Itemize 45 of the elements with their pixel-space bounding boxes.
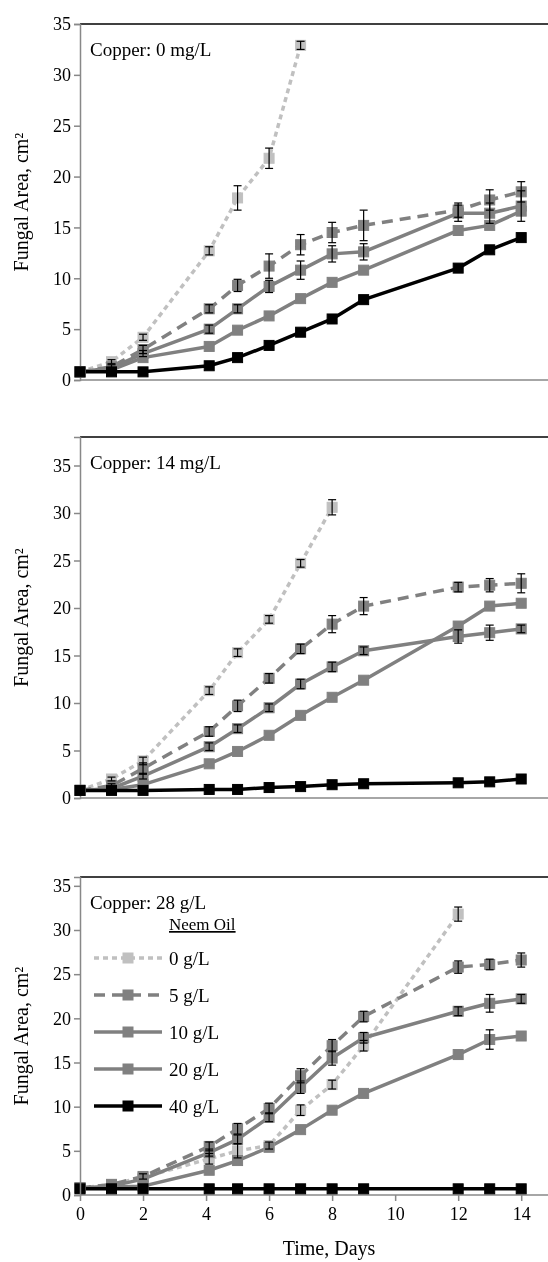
legend-label: 40 g/L — [169, 1096, 220, 1117]
x-tick-label: 10 — [386, 1204, 405, 1225]
y-tick-label: 15 — [53, 1052, 71, 1073]
legend-label: 0 g/L — [169, 948, 210, 969]
y-tick-label: 20 — [53, 166, 71, 187]
y-tick-label: 25 — [53, 964, 71, 985]
y-tick-label: 0 — [62, 788, 71, 809]
x-tick-label: 4 — [202, 1204, 212, 1225]
legend-label: 10 g/L — [169, 1022, 220, 1043]
y-tick-label: 15 — [53, 217, 71, 238]
y-tick-label: 35 — [53, 876, 71, 897]
x-tick-label: 12 — [449, 1204, 468, 1225]
x-axis-title: Time, Days — [282, 1237, 376, 1260]
x-tick-label: 6 — [265, 1204, 275, 1225]
x-tick-label: 0 — [76, 1204, 85, 1225]
y-tick-label: 10 — [53, 693, 71, 714]
x-tick-label: 2 — [139, 1204, 149, 1225]
y-axis-title: Fungal Area, cm² — [10, 966, 33, 1106]
y-tick-label: 25 — [53, 550, 71, 571]
annotation: Copper: 28 g/L — [90, 892, 207, 913]
y-tick-label: 20 — [53, 1008, 71, 1029]
y-tick-label: 10 — [53, 268, 71, 289]
y-tick-label: 0 — [62, 1185, 71, 1206]
y-tick-label: 30 — [53, 503, 71, 524]
y-tick-label: 0 — [62, 370, 71, 391]
y-tick-label: 20 — [53, 598, 71, 619]
y-tick-label: 10 — [53, 1096, 71, 1117]
legend-title: Neem Oil — [169, 915, 236, 934]
x-tick-label: 8 — [328, 1204, 338, 1225]
annotation: Copper: 0 mg/L — [90, 39, 212, 60]
y-tick-label: 5 — [62, 740, 71, 761]
y-tick-label: 35 — [53, 14, 71, 35]
legend-label: 5 g/L — [169, 985, 210, 1006]
y-tick-label: 5 — [62, 1141, 71, 1162]
y-tick-label: 35 — [53, 455, 71, 476]
y-tick-label: 30 — [53, 65, 71, 86]
y-axis-title: Fungal Area, cm² — [10, 548, 33, 687]
y-tick-label: 5 — [62, 319, 71, 340]
y-tick-label: 25 — [53, 115, 71, 136]
y-axis-title: Fungal Area, cm² — [10, 132, 33, 272]
legend-label: 20 g/L — [169, 1059, 220, 1080]
x-tick-label: 14 — [512, 1204, 531, 1225]
y-tick-label: 15 — [53, 645, 71, 666]
y-tick-label: 30 — [53, 920, 71, 941]
annotation: Copper: 14 mg/L — [90, 452, 221, 473]
